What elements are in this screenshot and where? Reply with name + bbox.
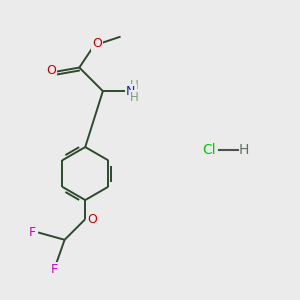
Text: H: H: [239, 143, 249, 157]
Text: O: O: [87, 213, 97, 226]
Text: O: O: [46, 64, 56, 77]
Text: F: F: [51, 263, 58, 276]
Text: H: H: [130, 79, 139, 92]
Text: H: H: [130, 91, 139, 104]
Text: N: N: [126, 85, 136, 98]
Text: O: O: [92, 38, 102, 50]
Text: Cl: Cl: [202, 143, 216, 157]
Text: F: F: [29, 226, 36, 239]
